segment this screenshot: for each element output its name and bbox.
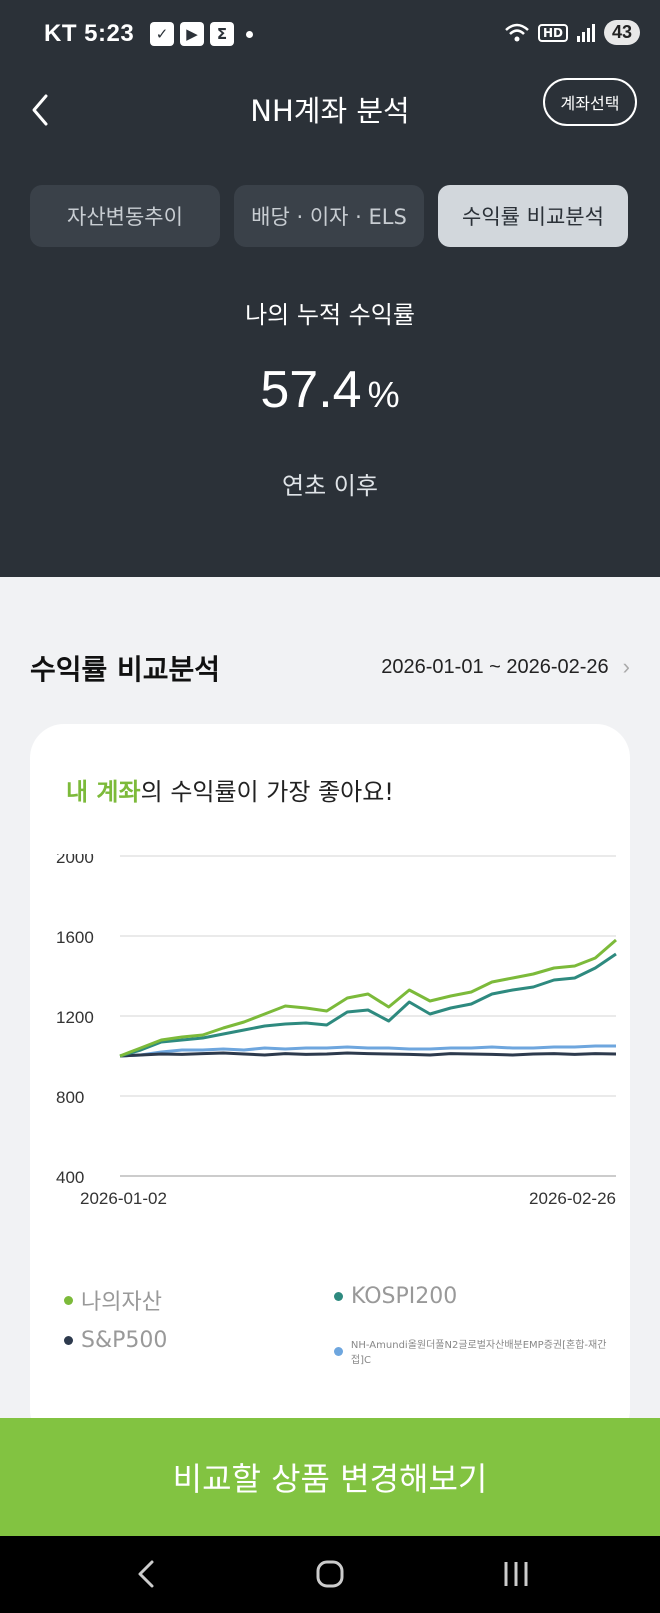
change-comparison-product-button[interactable]: 비교할 상품 변경해보기 bbox=[0, 1418, 660, 1536]
tab-asset-trend[interactable]: 자산변동추이 bbox=[30, 185, 220, 247]
x-tick-label: 2026-01-02 bbox=[80, 1189, 167, 1208]
legend-item-kospi200: KOSPI200 bbox=[334, 1284, 457, 1309]
system-nav-bar bbox=[0, 1536, 660, 1613]
x-tick-label: 2026-02-26 bbox=[529, 1189, 616, 1208]
return-unit: % bbox=[367, 374, 400, 415]
headline-rest: 의 수익률이 가장 좋아요! bbox=[140, 778, 394, 806]
system-icons: HD 43 bbox=[504, 20, 640, 45]
legend-label: KOSPI200 bbox=[351, 1284, 458, 1309]
cumulative-return-value: 57.4% bbox=[0, 360, 660, 420]
page-title: NH계좌 분석 bbox=[250, 94, 410, 128]
nav-recents-icon[interactable] bbox=[496, 1554, 536, 1594]
series-line bbox=[119, 1051, 617, 1058]
card-headline: 내 계좌의 수익률이 가장 좋아요! bbox=[66, 772, 394, 807]
notification-icons: ✓ ▶ Σ bbox=[150, 22, 253, 46]
y-tick-label: 800 bbox=[56, 1088, 84, 1107]
header: NH계좌 분석 계좌선택 bbox=[0, 78, 660, 148]
legend-dot bbox=[64, 1336, 73, 1345]
period-label: 연초 이후 bbox=[282, 472, 378, 500]
signal-icon bbox=[576, 23, 595, 42]
legend-item-fund: NH-Amundi올원더풀N2글로벌자산배분EMP증권[혼합-재간접]C bbox=[334, 1336, 624, 1366]
status-bar: KT 5:23 ✓ ▶ Σ HD 43 bbox=[0, 0, 660, 70]
series-line bbox=[119, 1044, 616, 1058]
legend-dot bbox=[334, 1292, 343, 1301]
return-number: 57.4 bbox=[260, 361, 362, 419]
hd-voice-icon: HD bbox=[537, 23, 568, 42]
y-tick-label: 400 bbox=[56, 1168, 84, 1187]
headline-highlight: 내 계좌 bbox=[66, 778, 141, 806]
youtube-icon: ▶ bbox=[180, 22, 204, 46]
back-chevron-icon[interactable] bbox=[22, 90, 62, 130]
wifi-icon bbox=[505, 23, 529, 41]
battery-indicator: 43 bbox=[603, 20, 640, 45]
y-tick-label: 2000 bbox=[56, 854, 94, 867]
comparison-card: 내 계좌의 수익률이 가장 좋아요! 400 800 1200 1600 2000 202… bbox=[30, 724, 630, 1444]
legend-label: 나의자산 bbox=[81, 1290, 162, 1315]
series-line bbox=[119, 938, 617, 1058]
legend-dot bbox=[334, 1346, 343, 1356]
nav-home-icon[interactable] bbox=[310, 1554, 350, 1594]
legend-item-sp500: S&P500 bbox=[64, 1328, 167, 1353]
status-carrier-time: KT 5:23 bbox=[44, 20, 135, 47]
tab-return-comparison[interactable]: 수익률 비교분석 bbox=[438, 185, 628, 247]
legend-dot bbox=[64, 1295, 73, 1305]
notification-app-icon: ✓ bbox=[150, 22, 174, 46]
top-panel: KT 5:23 ✓ ▶ Σ HD 43 NH계좌 분석 계좌선택 자산변동추이 … bbox=[0, 0, 660, 577]
date-range-text: 2026-01-01 ~ 2026-02-26 bbox=[381, 655, 609, 678]
account-select-button[interactable]: 계좌선택 bbox=[543, 78, 637, 126]
tab-bar: 자산변동추이 배당 · 이자 · ELS 수익률 비교분석 bbox=[30, 185, 628, 247]
return-comparison-chart: 400 800 1200 1600 2000 2026-01-02 2026-02-26 bbox=[56, 854, 617, 1208]
sigma-app-icon: Σ bbox=[210, 22, 234, 46]
series-line bbox=[119, 952, 617, 1058]
nav-back-icon[interactable] bbox=[128, 1554, 168, 1594]
chevron-right-icon: › bbox=[622, 654, 630, 679]
y-tick-label: 1600 bbox=[56, 928, 94, 947]
cumulative-return-label: 나의 누적 수익률 bbox=[245, 301, 415, 329]
y-tick-label: 1200 bbox=[56, 1008, 94, 1027]
more-notifications-icon bbox=[246, 30, 253, 38]
date-range-selector[interactable]: 2026-01-01 ~ 2026-02-26 › bbox=[381, 654, 630, 680]
legend-item-my-assets: 나의자산 bbox=[64, 1284, 162, 1316]
tab-dividend-interest-els[interactable]: 배당 · 이자 · ELS bbox=[234, 185, 424, 247]
legend-label: NH-Amundi올원더풀N2글로벌자산배분EMP증권[혼합-재간접]C bbox=[350, 1340, 607, 1366]
section-title: 수익률 비교분석 bbox=[30, 653, 221, 686]
legend-label: S&P500 bbox=[81, 1328, 168, 1353]
